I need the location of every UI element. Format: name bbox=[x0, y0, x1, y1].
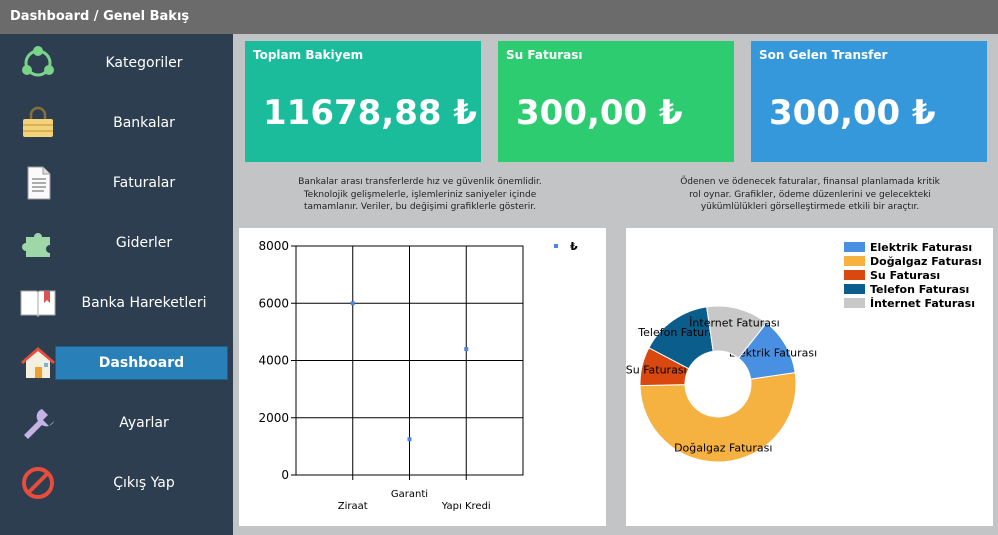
legend-swatch bbox=[844, 242, 865, 252]
bills-donut-panel: Elektrik Faturası Doğalgaz Faturası Su Fat… bbox=[626, 228, 993, 526]
legend-marker bbox=[554, 244, 558, 248]
legend-label: Doğalgaz Faturası bbox=[870, 255, 982, 268]
bank-scatter-panel: 0 2000 4000 6000 8000 Ziraat Garanti Yapı Kredi… bbox=[239, 228, 606, 526]
sidebar-item-bankalar[interactable]: Bankalar bbox=[0, 95, 233, 151]
sidebar-item-kategoriler[interactable]: Kategoriler bbox=[0, 35, 233, 91]
card-title: Toplam Bakiyem bbox=[253, 48, 364, 62]
wallet-icon bbox=[18, 103, 58, 143]
x-tick-label: Garanti bbox=[391, 489, 428, 500]
wrench-icon bbox=[18, 403, 58, 443]
y-tick-label: 4000 bbox=[258, 354, 289, 368]
document-icon bbox=[18, 163, 58, 203]
y-tick-label: 2000 bbox=[258, 411, 289, 425]
bills-description: Ödenen ve ödenecek faturalar, finansal p… bbox=[680, 177, 940, 212]
legend-label: Su Faturası bbox=[870, 269, 940, 282]
data-point bbox=[350, 301, 355, 306]
y-tick-label: 8000 bbox=[258, 239, 289, 253]
puzzle-icon bbox=[18, 223, 58, 263]
y-tick-label: 6000 bbox=[258, 296, 289, 310]
slice-label: Doğalgaz Faturası bbox=[674, 441, 772, 454]
sidebar-item-cikis-yap[interactable]: Çıkış Yap bbox=[0, 455, 233, 511]
home-icon bbox=[18, 343, 58, 383]
sidebar-item-label: Çıkış Yap bbox=[113, 475, 175, 491]
y-tick-label: 0 bbox=[281, 468, 289, 482]
legend-swatch bbox=[844, 284, 865, 294]
card-title: Son Gelen Transfer bbox=[759, 48, 888, 62]
legend-swatch bbox=[844, 270, 865, 280]
x-tick-label: Yapı Kredi bbox=[441, 501, 491, 512]
sidebar-item-giderler[interactable]: Giderler bbox=[0, 215, 233, 271]
card-title: Su Faturası bbox=[506, 48, 583, 62]
sidebar-item-banka-hareketleri[interactable]: Banka Hareketleri bbox=[0, 275, 233, 331]
sidebar-item-label: Banka Hareketleri bbox=[81, 295, 207, 311]
sidebar-item-dashboard[interactable]: Dashboard bbox=[0, 335, 233, 391]
legend-label: Telefon Faturası bbox=[870, 283, 969, 296]
donut-slice bbox=[639, 372, 797, 463]
exit-icon bbox=[18, 463, 58, 503]
sidebar-item-label: Dashboard bbox=[55, 346, 228, 380]
sidebar-item-label: Bankalar bbox=[113, 115, 175, 131]
x-tick-label: Ziraat bbox=[338, 501, 368, 512]
legend-label: ₺ bbox=[570, 240, 578, 253]
donut-slice bbox=[706, 305, 768, 359]
legend-swatch bbox=[844, 298, 865, 308]
data-point bbox=[407, 437, 412, 442]
sidebar-item-label: Ayarlar bbox=[119, 415, 169, 431]
sidebar-item-label: Faturalar bbox=[112, 175, 176, 191]
categories-icon bbox=[18, 43, 58, 83]
sidebar: Kategoriler Bankalar Faturalar Giderler … bbox=[0, 34, 233, 535]
sidebar-item-label: Giderler bbox=[115, 235, 173, 251]
legend-swatch bbox=[844, 256, 865, 266]
card-water-bill: Su Faturası 300,00 ₺ bbox=[498, 41, 734, 162]
sidebar-item-ayarlar[interactable]: Ayarlar bbox=[0, 395, 233, 451]
card-value: 300,00 ₺ bbox=[516, 93, 683, 133]
card-total-balance: Toplam Bakiyem 11678,88 ₺ bbox=[245, 41, 481, 162]
slice-label: Telefon Faturası bbox=[637, 326, 724, 339]
data-point bbox=[464, 347, 469, 352]
slice-label: Elektrik Faturası bbox=[729, 346, 817, 359]
legend-label: Elektrik Faturası bbox=[870, 241, 972, 254]
card-last-transfer: Son Gelen Transfer 300,00 ₺ bbox=[751, 41, 987, 162]
slice-label: Su Faturası bbox=[626, 363, 687, 376]
sidebar-item-faturalar[interactable]: Faturalar bbox=[0, 155, 233, 211]
card-value: 300,00 ₺ bbox=[769, 93, 936, 133]
window-title: Dashboard / Genel Bakış bbox=[0, 0, 998, 34]
legend-label: İnternet Faturası bbox=[870, 296, 975, 310]
slice-label: İnternet Faturası bbox=[689, 317, 780, 330]
card-value: 11678,88 ₺ bbox=[263, 93, 478, 133]
sidebar-item-label: Kategoriler bbox=[105, 55, 183, 71]
transfer-description: Bankalar arası transferlerde hız ve güve… bbox=[298, 177, 542, 212]
book-icon bbox=[18, 283, 58, 323]
bank-scatter-chart: 0 2000 4000 6000 8000 Ziraat Garanti Yapı Kredi… bbox=[258, 239, 578, 512]
